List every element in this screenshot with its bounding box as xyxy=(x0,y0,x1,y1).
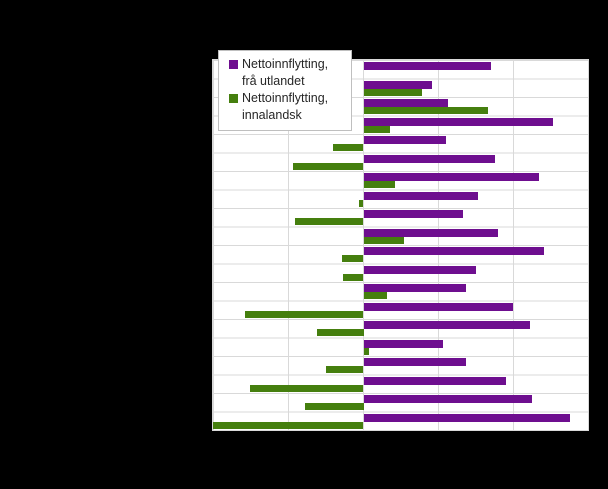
bar-utlandet-9 xyxy=(364,210,463,218)
bar-innalandsk-14 xyxy=(245,310,363,318)
bar-utlandet-14 xyxy=(364,302,513,311)
bar-utlandet-6 xyxy=(364,154,495,163)
bar-innalandsk-17 xyxy=(326,366,363,373)
bar-innalandsk-6 xyxy=(293,162,363,170)
legend-item-innalandsk: Nettoinnflytting, innalandsk xyxy=(229,90,345,124)
bar-utlandet-12 xyxy=(364,265,476,274)
legend-swatch-green-icon xyxy=(229,94,238,103)
bar-utlandet-5 xyxy=(364,136,446,144)
legend-swatch-purple-icon xyxy=(229,60,238,69)
bar-innalandsk-16 xyxy=(364,347,369,355)
bar-innalandsk-20 xyxy=(213,421,363,429)
bar-innalandsk-8 xyxy=(359,199,363,207)
bar-innalandsk-2 xyxy=(364,88,422,96)
bar-utlandet-7 xyxy=(364,173,539,181)
bar-utlandet-1 xyxy=(364,62,491,70)
bar-innalandsk-3 xyxy=(364,107,488,114)
bar-innalandsk-7 xyxy=(364,181,395,188)
legend-label-fra-utlandet: Nettoinnflytting, frå utlandet xyxy=(242,56,328,90)
bar-utlandet-3 xyxy=(364,99,448,107)
legend-label-line: innalandsk xyxy=(242,108,302,122)
legend-label-innalandsk: Nettoinnflytting, innalandsk xyxy=(242,90,328,124)
bar-innalandsk-11 xyxy=(342,255,363,262)
bar-utlandet-4 xyxy=(364,117,553,126)
bar-innalandsk-15 xyxy=(317,329,364,336)
bar-innalandsk-5 xyxy=(333,144,363,151)
bar-utlandet-11 xyxy=(364,247,544,255)
bar-innalandsk-9 xyxy=(295,218,363,225)
bar-utlandet-10 xyxy=(364,228,498,237)
bar-utlandet-15 xyxy=(364,321,530,329)
bar-utlandet-18 xyxy=(364,376,506,385)
legend-label-line: frå utlandet xyxy=(242,74,305,88)
bar-utlandet-16 xyxy=(364,339,443,348)
legend-label-line: Nettoinnflytting, xyxy=(242,57,329,71)
legend-label-line: Nettoinnflytting, xyxy=(242,91,329,105)
bar-utlandet-20 xyxy=(364,413,570,422)
bar-innalandsk-4 xyxy=(364,125,390,133)
bar-utlandet-2 xyxy=(364,80,432,89)
bar-utlandet-8 xyxy=(364,191,478,200)
bar-utlandet-13 xyxy=(364,284,466,292)
bar-innalandsk-10 xyxy=(364,236,404,244)
legend: Nettoinnflytting, frå utlandet Nettoinnf… xyxy=(218,50,352,131)
bar-innalandsk-13 xyxy=(364,292,387,299)
bar-utlandet-19 xyxy=(364,395,532,403)
bar-innalandsk-18 xyxy=(250,384,363,392)
bar-utlandet-17 xyxy=(364,358,466,366)
legend-item-fra-utlandet: Nettoinnflytting, frå utlandet xyxy=(229,56,345,90)
bar-innalandsk-12 xyxy=(343,273,363,281)
bar-innalandsk-19 xyxy=(305,403,364,410)
